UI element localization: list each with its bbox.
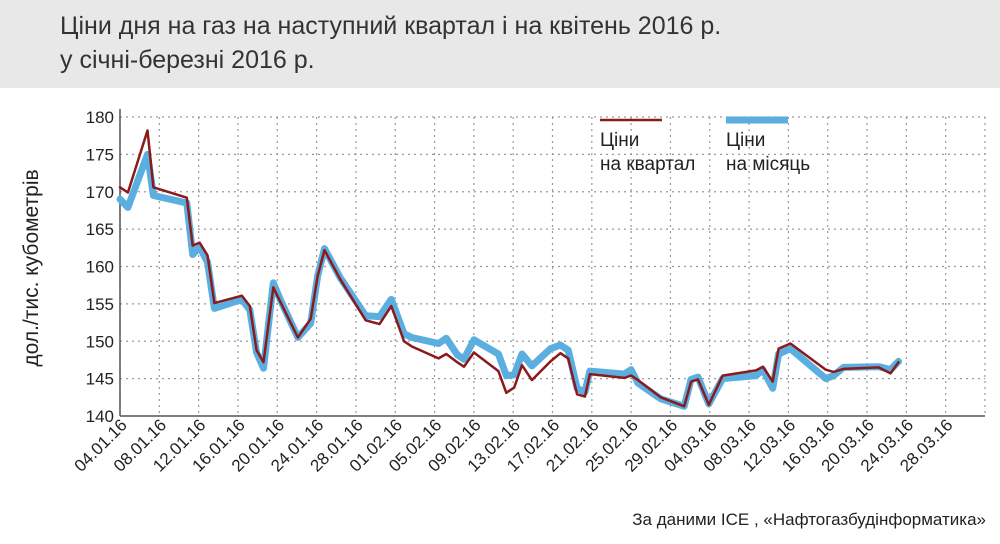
legend-quarter-label-line2: на квартал bbox=[600, 154, 695, 175]
title-band bbox=[0, 0, 1000, 88]
series-lines bbox=[116, 129, 902, 410]
y-tick-labels: 140 145 150 155 160 165 170 175 180 bbox=[86, 108, 114, 426]
y-tick-label: 155 bbox=[86, 295, 114, 314]
y-tick-label: 165 bbox=[86, 220, 114, 239]
y-tick-label: 180 bbox=[86, 108, 114, 127]
legend: Ціни на квартал Ціни на місяць bbox=[600, 116, 810, 175]
legend-quarter-label-line1: Ціни bbox=[600, 130, 639, 151]
legend-month-label-line1: Ціни bbox=[726, 130, 765, 151]
y-tick-label: 170 bbox=[86, 183, 114, 202]
y-tick-label: 145 bbox=[86, 370, 114, 389]
chart-title-line-1: Ціни дня на газ на наступний квартал і н… bbox=[60, 12, 722, 40]
y-tick-label: 175 bbox=[86, 145, 114, 164]
y-tick-label: 150 bbox=[86, 332, 114, 351]
gridlines bbox=[119, 116, 986, 416]
y-tick-label: 140 bbox=[86, 407, 114, 426]
axes bbox=[119, 109, 985, 417]
y-axis-label: дол./тис. кубометрів bbox=[20, 169, 43, 366]
legend-month-label-line2: на місяць bbox=[726, 154, 810, 175]
y-tick-label: 160 bbox=[86, 258, 114, 277]
chart-title-line-2: у січні-березні 2016 р. bbox=[60, 46, 315, 74]
x-tick-labels: 04.01.1608.01.1612.01.1616.01.1620.01.16… bbox=[71, 415, 957, 475]
series-quarter-line bbox=[118, 129, 900, 408]
source-note: За даними ICE , «Нафтогазбудінформатика» bbox=[632, 510, 986, 529]
